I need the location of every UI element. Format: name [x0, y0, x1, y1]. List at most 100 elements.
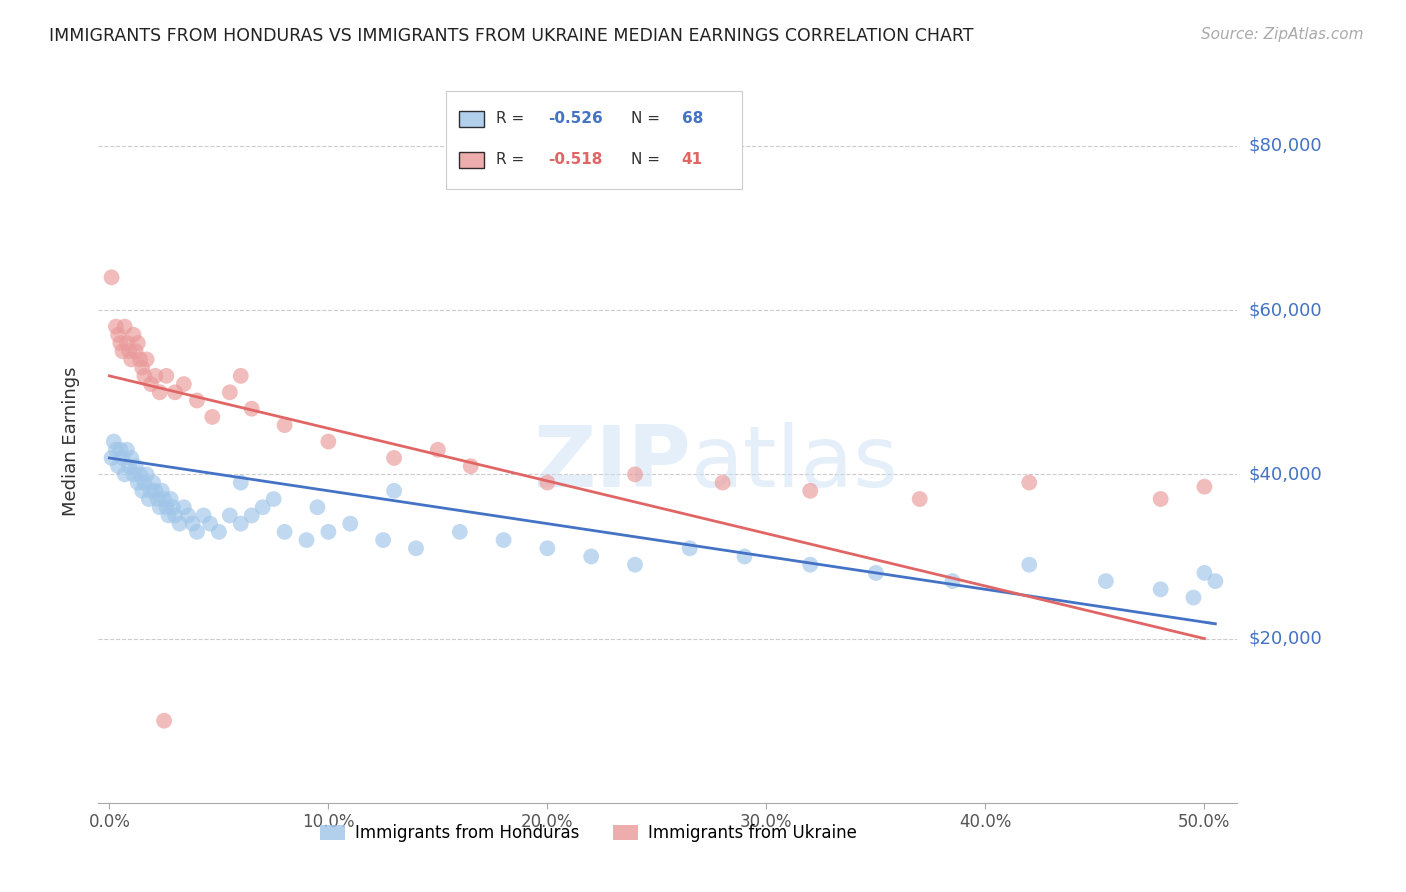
Point	[229, 516, 252, 531]
Point	[155, 368, 177, 383]
Point	[107, 459, 129, 474]
Text: -0.526: -0.526	[548, 112, 603, 126]
Point	[193, 508, 215, 523]
Text: 41: 41	[682, 153, 703, 168]
Point	[114, 467, 136, 482]
Point	[100, 450, 122, 465]
Text: IMMIGRANTS FROM HONDURAS VS IMMIGRANTS FROM UKRAINE MEDIAN EARNINGS CORRELATION : IMMIGRANTS FROM HONDURAS VS IMMIGRANTS F…	[49, 27, 974, 45]
Point	[111, 344, 134, 359]
Text: 68: 68	[682, 112, 703, 126]
Text: $60,000: $60,000	[1249, 301, 1322, 319]
Point	[711, 475, 734, 490]
Text: N =: N =	[631, 153, 665, 168]
Point	[240, 401, 263, 416]
Point	[165, 385, 187, 400]
Point	[124, 344, 146, 359]
Point	[150, 483, 173, 498]
Point	[186, 524, 208, 539]
Point	[111, 450, 134, 465]
Point	[1194, 480, 1216, 494]
Point	[138, 491, 160, 506]
Text: $40,000: $40,000	[1249, 466, 1322, 483]
Point	[149, 385, 172, 400]
Point	[127, 475, 149, 490]
Text: R =: R =	[496, 112, 529, 126]
Point	[104, 442, 127, 457]
FancyBboxPatch shape	[446, 91, 742, 189]
Point	[371, 533, 394, 547]
Point	[186, 393, 208, 408]
Point	[139, 483, 162, 498]
Point	[177, 508, 200, 523]
Point	[263, 491, 285, 506]
Point	[120, 450, 142, 465]
Point	[142, 475, 165, 490]
Point	[1095, 574, 1118, 588]
Point	[165, 508, 187, 523]
Point	[942, 574, 965, 588]
Point	[307, 500, 329, 515]
Point	[679, 541, 702, 556]
Point	[122, 327, 145, 342]
Point	[579, 549, 602, 564]
Point	[162, 500, 184, 515]
Point	[104, 319, 127, 334]
Point	[1018, 475, 1040, 490]
Point	[107, 327, 129, 342]
Point	[134, 475, 156, 490]
Point	[318, 524, 340, 539]
Point	[536, 541, 558, 556]
Point	[1194, 566, 1216, 580]
Text: $20,000: $20,000	[1249, 630, 1322, 648]
FancyBboxPatch shape	[460, 152, 485, 168]
Point	[131, 360, 153, 375]
Point	[145, 368, 167, 383]
Point	[318, 434, 340, 449]
Point	[127, 336, 149, 351]
Point	[295, 533, 318, 547]
Point	[799, 558, 821, 572]
Point	[149, 500, 172, 515]
Point	[110, 336, 132, 351]
Point	[169, 516, 191, 531]
Point	[118, 344, 141, 359]
Text: R =: R =	[496, 153, 529, 168]
Point	[146, 491, 169, 506]
Point	[218, 508, 240, 523]
Point	[536, 475, 558, 490]
Point	[229, 368, 252, 383]
Point	[218, 385, 240, 400]
Point	[155, 500, 177, 515]
Point	[129, 467, 152, 482]
Point	[339, 516, 361, 531]
Point	[624, 558, 647, 572]
Point	[382, 450, 405, 465]
Point	[114, 319, 136, 334]
Point	[129, 352, 152, 367]
Text: atlas: atlas	[690, 422, 898, 505]
Point	[405, 541, 427, 556]
Text: -0.518: -0.518	[548, 153, 603, 168]
Point	[153, 714, 176, 728]
Point	[273, 418, 295, 433]
Point	[110, 442, 132, 457]
Text: N =: N =	[631, 112, 665, 126]
Point	[145, 483, 167, 498]
Point	[273, 524, 295, 539]
Point	[103, 434, 125, 449]
Point	[115, 442, 138, 457]
Point	[198, 516, 221, 531]
Point	[1204, 574, 1226, 588]
Point	[135, 352, 157, 367]
Point	[157, 508, 180, 523]
Point	[460, 459, 482, 474]
Point	[159, 491, 181, 506]
Point	[426, 442, 449, 457]
Point	[1149, 582, 1171, 597]
Point	[134, 368, 156, 383]
Point	[153, 491, 176, 506]
Text: $80,000: $80,000	[1249, 137, 1322, 155]
Point	[173, 500, 195, 515]
Point	[1018, 558, 1040, 572]
Point	[181, 516, 204, 531]
